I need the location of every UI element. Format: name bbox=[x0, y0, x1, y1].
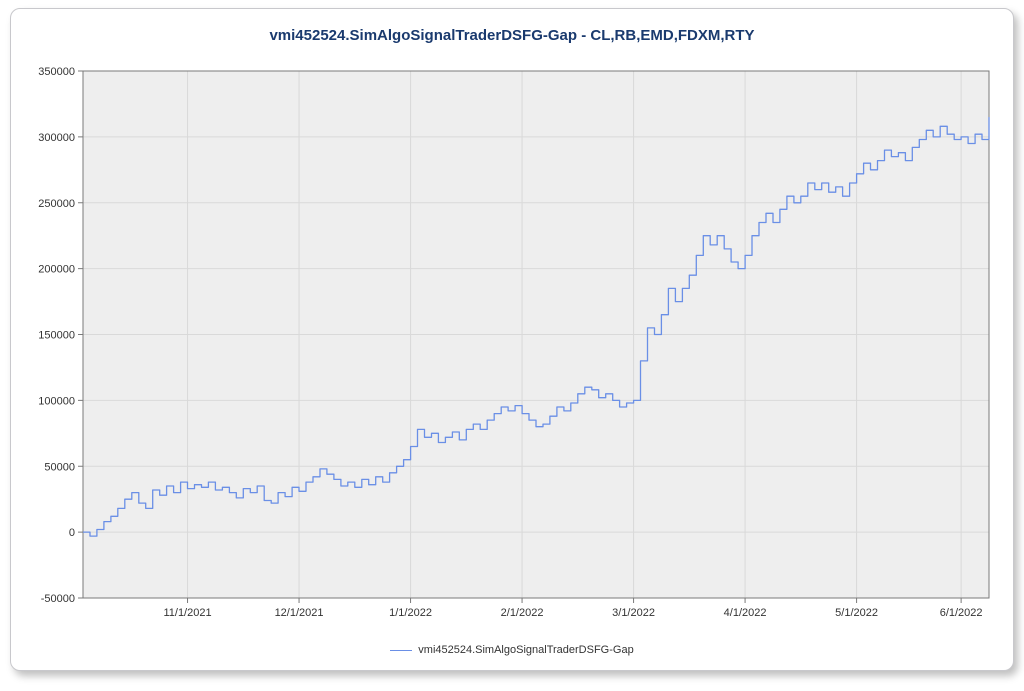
plot-container: -50000 0 50000 100000 150000 200000 250000 3000… bbox=[29, 67, 995, 622]
y-tick-label: 150000 bbox=[38, 330, 75, 342]
x-tick-label: 11/1/2021 bbox=[163, 607, 211, 619]
y-tick-label: 200000 bbox=[38, 264, 75, 276]
legend-label: vmi452524.SimAlgoSignalTraderDSFG-Gap bbox=[418, 644, 633, 656]
x-tick-label: 6/1/2022 bbox=[940, 607, 983, 619]
y-tick-label: 350000 bbox=[38, 67, 75, 78]
x-tick-label: 1/1/2022 bbox=[389, 607, 432, 619]
y-tick-label: 50000 bbox=[44, 461, 75, 473]
x-tick-label: 5/1/2022 bbox=[835, 607, 878, 619]
x-tick-label: 12/1/2021 bbox=[275, 607, 324, 619]
legend-swatch bbox=[390, 650, 412, 651]
chart-card: vmi452524.SimAlgoSignalTraderDSFG-Gap - … bbox=[10, 8, 1014, 671]
y-tick-label: 300000 bbox=[38, 132, 75, 144]
x-tick-label: 3/1/2022 bbox=[612, 607, 655, 619]
x-tick-label: 2/1/2022 bbox=[501, 607, 544, 619]
y-tick-label: 250000 bbox=[38, 198, 75, 210]
x-tick-label: 4/1/2022 bbox=[724, 607, 767, 619]
legend: vmi452524.SimAlgoSignalTraderDSFG-Gap bbox=[11, 644, 1013, 656]
chart-title: vmi452524.SimAlgoSignalTraderDSFG-Gap - … bbox=[11, 27, 1013, 44]
y-tick-label: 100000 bbox=[38, 395, 75, 407]
y-tick-label: 0 bbox=[69, 527, 75, 539]
y-tick-label: -50000 bbox=[41, 593, 75, 605]
equity-curve-chart: -50000 0 50000 100000 150000 200000 250000 3000… bbox=[29, 67, 995, 622]
